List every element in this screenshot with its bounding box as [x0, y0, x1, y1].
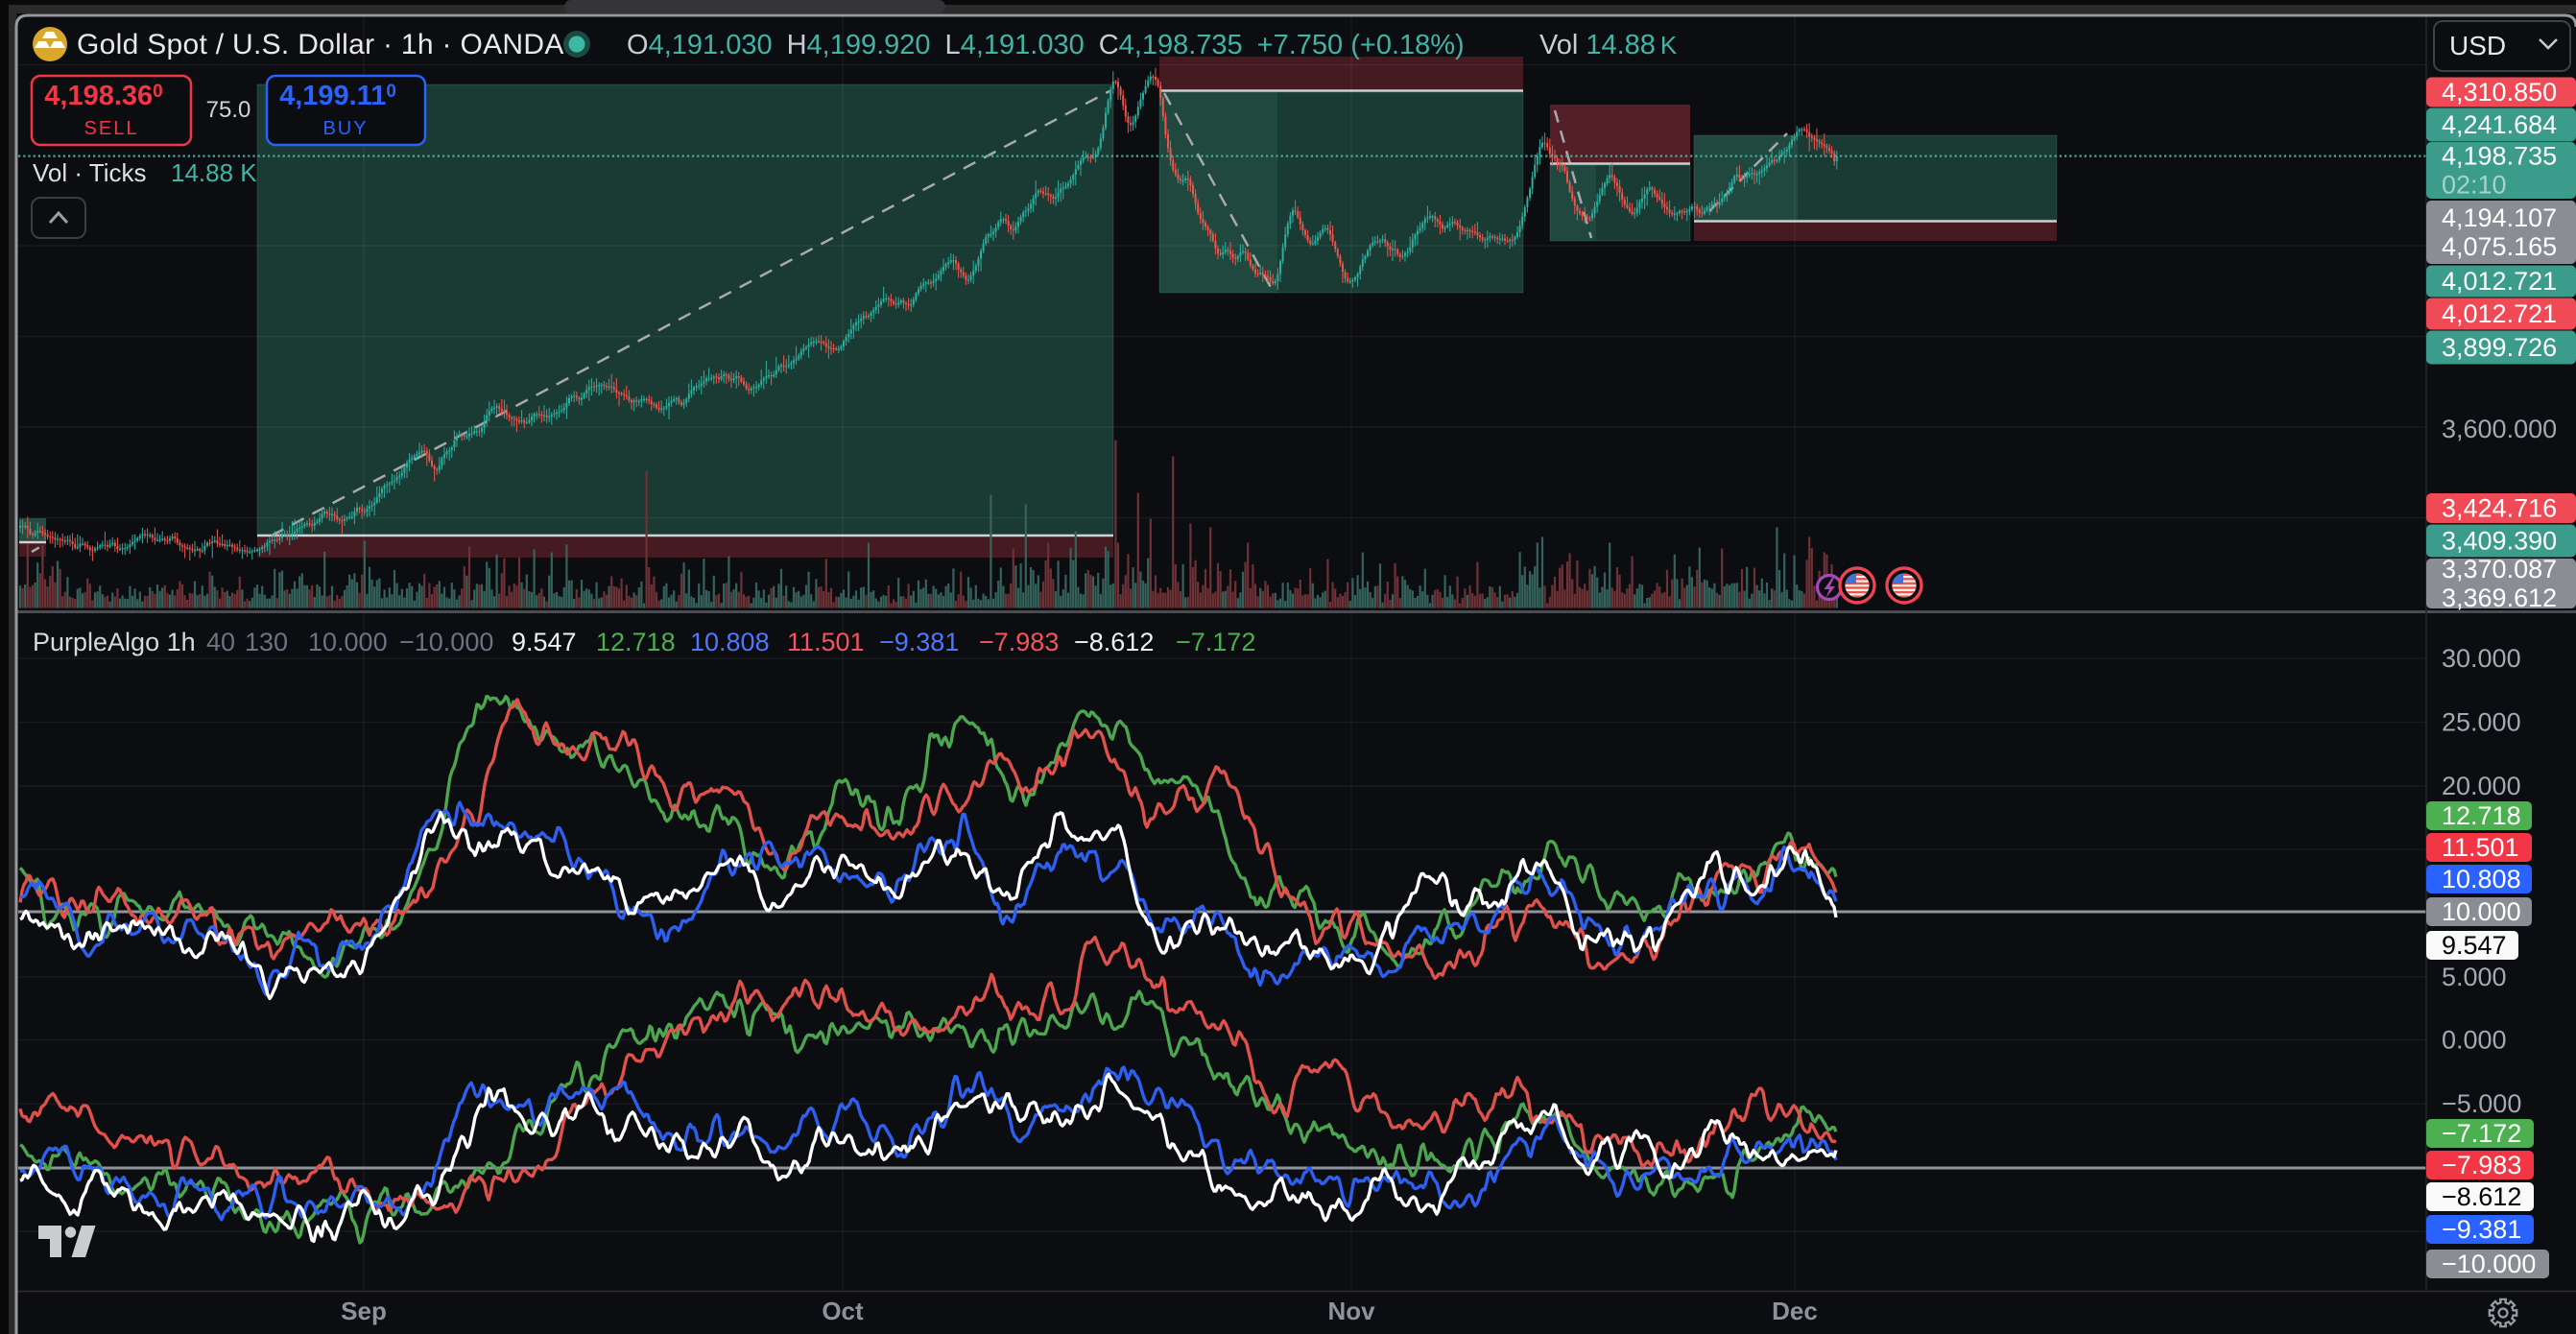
- svg-text:02:10: 02:10: [2442, 171, 2507, 200]
- svg-text:SELL: SELL: [84, 118, 139, 139]
- svg-text:20.000: 20.000: [2442, 772, 2521, 800]
- svg-text:10.000: 10.000: [2442, 897, 2521, 926]
- svg-text:4,075.165: 4,075.165: [2442, 232, 2557, 261]
- svg-text:Dec: Dec: [1772, 1297, 1818, 1325]
- svg-text:130: 130: [245, 628, 288, 656]
- svg-text:3,424.716: 3,424.716: [2442, 494, 2557, 523]
- svg-text:12.718: 12.718: [2442, 801, 2521, 830]
- svg-text:5.000: 5.000: [2442, 963, 2507, 991]
- svg-text:0.000: 0.000: [2442, 1026, 2507, 1055]
- svg-text:3,369.612: 3,369.612: [2442, 584, 2557, 612]
- svg-text:Sep: Sep: [341, 1297, 387, 1325]
- svg-text:Nov: Nov: [1327, 1297, 1375, 1325]
- svg-text:Gold Spot / U.S. Dollar · 1h ·: Gold Spot / U.S. Dollar · 1h · OANDA: [77, 29, 564, 60]
- svg-text:BUY: BUY: [322, 118, 368, 139]
- svg-text:Vol · Ticks: Vol · Ticks: [33, 158, 146, 187]
- svg-text:−8.612: −8.612: [1074, 628, 1154, 656]
- svg-text:−9.381: −9.381: [2442, 1215, 2521, 1244]
- svg-text:3,899.726: 3,899.726: [2442, 333, 2557, 362]
- svg-text:4,198.735: 4,198.735: [2442, 142, 2557, 171]
- svg-text:14.88 K: 14.88 K: [171, 158, 257, 187]
- svg-text:4,241.684: 4,241.684: [2442, 110, 2557, 139]
- svg-text:4,194.107: 4,194.107: [2442, 203, 2557, 232]
- svg-text:−7.172: −7.172: [2442, 1119, 2521, 1148]
- svg-text:4,310.850: 4,310.850: [2442, 78, 2557, 107]
- svg-text:4,012.721: 4,012.721: [2442, 267, 2557, 296]
- svg-text:USD: USD: [2449, 31, 2506, 60]
- svg-text:PurpleAlgo 1h: PurpleAlgo 1h: [33, 628, 196, 656]
- svg-text:10.808: 10.808: [2442, 865, 2521, 893]
- svg-text:9.547: 9.547: [512, 628, 577, 656]
- svg-text:4,198.360: 4,198.360: [44, 81, 162, 111]
- svg-text:−7.172: −7.172: [1176, 628, 1255, 656]
- svg-text:3,370.087: 3,370.087: [2442, 555, 2557, 584]
- svg-text:30.000: 30.000: [2442, 644, 2521, 673]
- svg-text:−9.381: −9.381: [879, 628, 959, 656]
- svg-text:4,199.110: 4,199.110: [279, 81, 396, 111]
- svg-text:40: 40: [206, 628, 235, 656]
- svg-text:−8.612: −8.612: [2442, 1182, 2521, 1211]
- svg-text:−7.983: −7.983: [979, 628, 1059, 656]
- svg-text:−10.000: −10.000: [2442, 1250, 2536, 1278]
- svg-text:−10.000: −10.000: [399, 628, 493, 656]
- svg-text:Oct: Oct: [822, 1297, 864, 1325]
- svg-text:10.808: 10.808: [690, 628, 770, 656]
- svg-text:12.718: 12.718: [596, 628, 676, 656]
- svg-text:75.0: 75.0: [206, 97, 251, 123]
- svg-text:−7.983: −7.983: [2442, 1151, 2521, 1179]
- svg-text:11.501: 11.501: [787, 628, 865, 656]
- svg-text:3,409.390: 3,409.390: [2442, 527, 2557, 556]
- svg-text:4,012.721: 4,012.721: [2442, 299, 2557, 328]
- svg-text:3,600.000: 3,600.000: [2442, 415, 2557, 443]
- svg-text:11.501: 11.501: [2442, 833, 2519, 862]
- svg-text:25.000: 25.000: [2442, 708, 2521, 737]
- svg-text:−5.000: −5.000: [2442, 1089, 2521, 1118]
- svg-text:9.547: 9.547: [2442, 931, 2507, 960]
- svg-text:10.000: 10.000: [308, 628, 388, 656]
